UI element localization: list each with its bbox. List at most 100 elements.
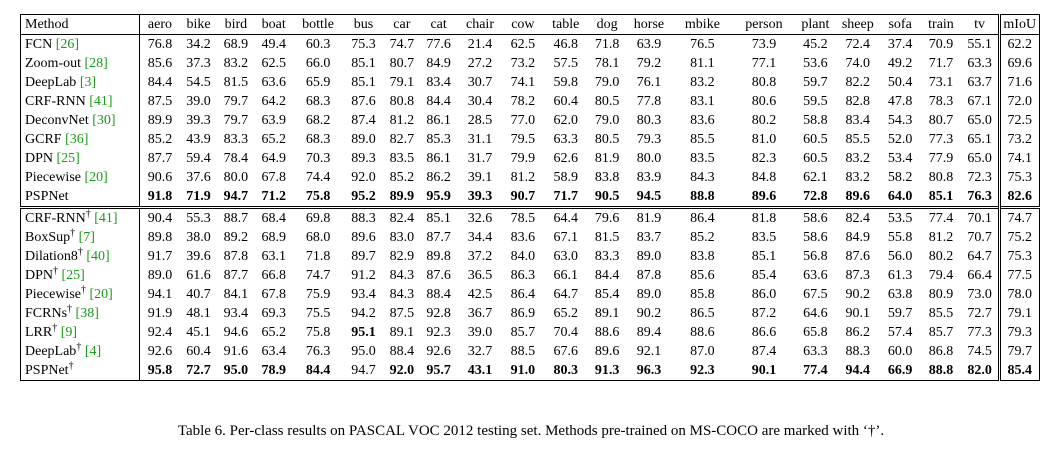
score-cell: 79.9 — [510, 150, 536, 166]
score-cell: 90.1 — [845, 305, 871, 321]
score-cell: 80.0 — [636, 150, 662, 166]
score-cell: 87.8 — [636, 267, 662, 283]
score-cell: 63.6 — [803, 267, 828, 283]
score-cell: 64.7 — [967, 248, 992, 264]
score-cell: 78.0 — [997, 285, 1040, 304]
method-name: DeepLab — [25, 74, 77, 90]
score-cell: 80.5 — [594, 93, 620, 109]
method-cell: PSPNet† — [20, 360, 141, 381]
table-row: BoxSup† [7] 89.8 38.0 89.2 68.9 68.0 89.6 83.0 8… — [20, 227, 1040, 247]
score-cell: 79.1 — [997, 304, 1040, 323]
score-cell: 64.6 — [803, 305, 828, 321]
score-cell: 75.5 — [305, 305, 331, 321]
score-cell: 90.2 — [845, 286, 871, 302]
citation: [20] — [84, 169, 108, 185]
score-cell: 86.0 — [751, 286, 777, 302]
score-cell: 83.5 — [690, 150, 715, 166]
score-cell: 83.7 — [636, 229, 662, 245]
score-cell: 94.2 — [351, 305, 376, 321]
score-cell: 63.0 — [553, 248, 578, 264]
score-cell: 84.4 — [305, 362, 331, 378]
score-cell: 75.8 — [305, 324, 331, 340]
method-name: Dilation8 — [25, 248, 78, 264]
score-cell: 73.1 — [928, 74, 954, 90]
column-header: cow — [511, 16, 535, 32]
score-cell: 55.1 — [967, 36, 992, 52]
column-header: table — [552, 16, 580, 32]
score-cell: 88.6 — [690, 324, 715, 340]
score-cell: 92.0 — [389, 362, 415, 378]
score-cell: 68.3 — [305, 131, 331, 147]
score-cell: 64.0 — [887, 188, 913, 204]
citation: [28] — [84, 55, 108, 71]
score-cell: 47.8 — [887, 93, 913, 109]
score-cell: 67.6 — [553, 343, 578, 359]
method-cell: GCRF [36] — [20, 130, 141, 149]
score-cell: 72.3 — [967, 169, 992, 185]
score-cell: 80.9 — [928, 286, 954, 302]
score-cell: 28.5 — [467, 112, 493, 128]
score-cell: 58.6 — [795, 206, 836, 228]
score-cell: 48.1 — [186, 305, 211, 321]
score-cell: 76.5 — [690, 36, 715, 52]
score-cell: 60.5 — [803, 150, 828, 166]
score-cell: 71.9 — [186, 188, 211, 204]
score-cell: 75.3 — [351, 36, 376, 52]
score-cell: 70.1 — [961, 206, 999, 228]
column-header: bus — [353, 16, 374, 32]
score-cell: 79.4 — [928, 267, 954, 283]
score-cell: 85.5 — [928, 305, 954, 321]
score-cell: 57.5 — [553, 55, 578, 71]
method-name: CRF-RNN — [25, 93, 86, 109]
score-cell: 77.0 — [510, 112, 536, 128]
score-cell: 62.2 — [997, 34, 1040, 54]
citation: [41] — [89, 93, 113, 109]
score-cell: 94.5 — [636, 188, 662, 204]
score-cell: 88.7 — [217, 206, 255, 228]
score-cell: 66.8 — [261, 267, 286, 283]
score-cell: 83.6 — [690, 112, 715, 128]
score-cell: 74.4 — [305, 169, 331, 185]
score-cell: 92.8 — [426, 305, 451, 321]
method-name: Zoom-out — [25, 55, 81, 71]
score-cell: 80.8 — [928, 169, 954, 185]
citation: [25] — [56, 150, 80, 166]
column-header: bike — [186, 16, 211, 32]
method-cell: DPN [25] — [20, 149, 141, 168]
score-cell: 77.1 — [751, 55, 777, 71]
score-cell: 65.0 — [967, 150, 992, 166]
score-cell: 80.2 — [751, 112, 777, 128]
score-cell: 81.5 — [223, 74, 249, 90]
score-cell: 87.5 — [389, 305, 415, 321]
score-cell: 55.3 — [179, 206, 218, 228]
column-header: sheep — [841, 16, 874, 32]
score-cell: 38.0 — [186, 229, 211, 245]
score-cell: 80.5 — [594, 131, 620, 147]
score-cell: 85.3 — [426, 131, 451, 147]
score-cell: 30.4 — [467, 93, 493, 109]
score-cell: 66.4 — [967, 267, 992, 283]
score-cell: 71.8 — [305, 248, 331, 264]
dagger-mark: † — [52, 321, 58, 333]
score-cell: 72.7 — [186, 362, 211, 378]
score-cell: 86.2 — [426, 169, 451, 185]
citation: [7] — [78, 229, 95, 245]
score-cell: 92.0 — [351, 169, 376, 185]
score-cell: 40.7 — [186, 286, 211, 302]
score-cell: 62.6 — [553, 150, 578, 166]
score-cell: 65.2 — [261, 324, 286, 340]
score-cell: 36.5 — [467, 267, 493, 283]
score-cell: 73.0 — [967, 286, 992, 302]
score-cell: 75.2 — [997, 228, 1040, 247]
method-name: DeconvNet — [25, 112, 89, 128]
score-cell: 79.7 — [223, 93, 249, 109]
score-cell: 90.5 — [594, 188, 620, 204]
score-cell: 81.5 — [594, 229, 620, 245]
method-cell: DeepLab† [4] — [20, 341, 141, 361]
score-cell: 73.2 — [510, 55, 536, 71]
score-cell: 80.6 — [751, 93, 777, 109]
method-cell: LRR† [9] — [20, 321, 141, 342]
score-cell: 67.1 — [967, 93, 992, 109]
score-cell: 68.4 — [254, 206, 293, 228]
method-cell: FCN [26] — [20, 34, 141, 54]
